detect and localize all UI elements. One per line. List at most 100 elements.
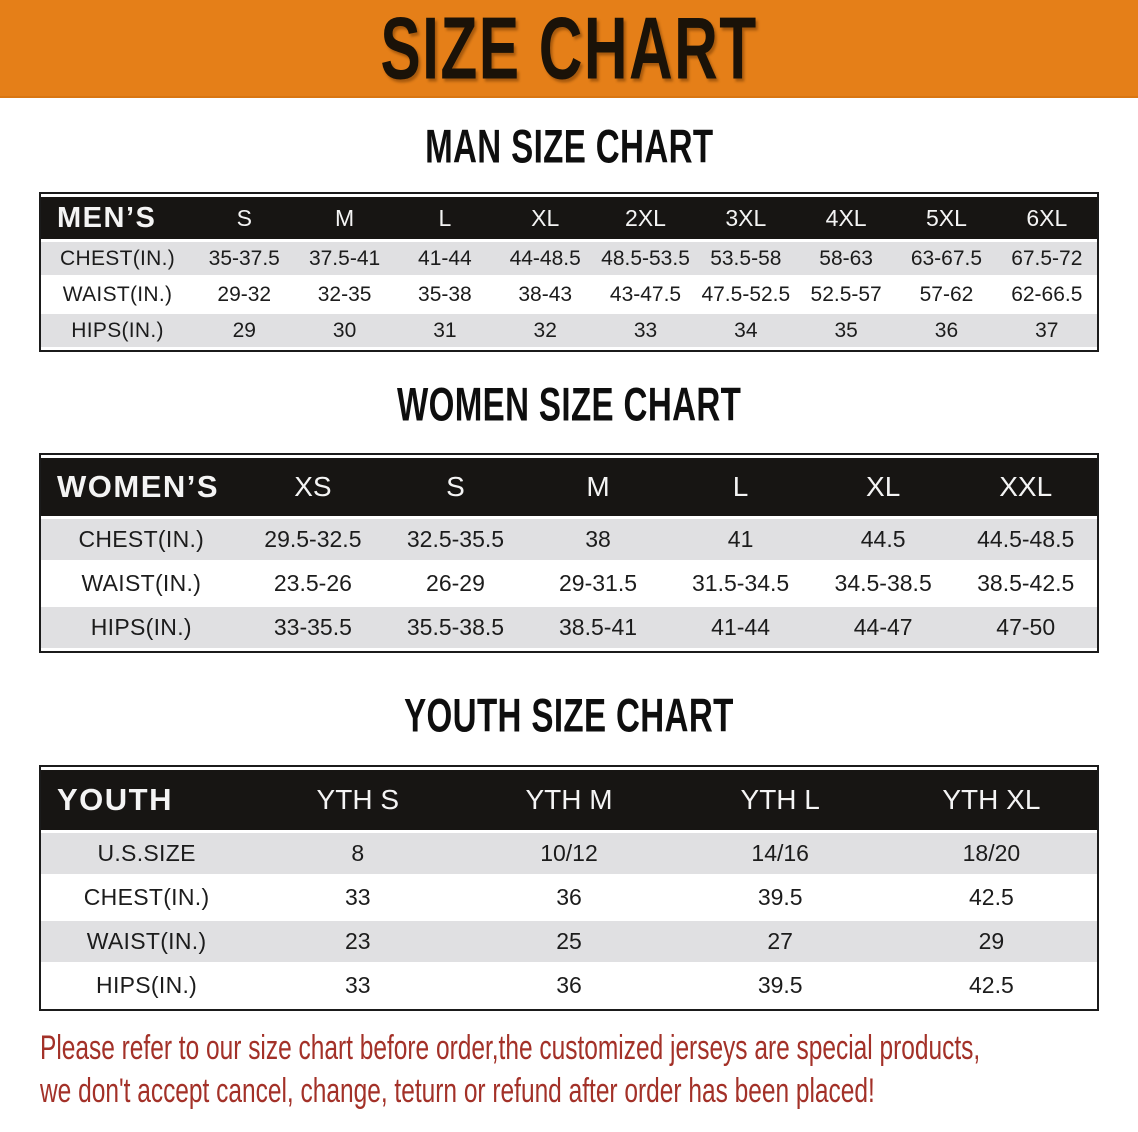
size-value: 33-35.5 <box>241 606 385 648</box>
size-column-header: YTH M <box>463 769 675 830</box>
size-value: 57-62 <box>896 278 997 312</box>
size-column-header: S <box>384 457 527 516</box>
size-column-header: YTH L <box>674 769 886 830</box>
size-value: 52.5-57 <box>795 278 897 312</box>
size-value: 35-37.5 <box>194 242 295 276</box>
size-column-header: 5XL <box>896 197 997 240</box>
measurement-row: CHEST(IN.) 35-37.5 37.5-41 41-44 44-48.5 48.5… <box>41 242 1097 276</box>
size-value: 41 <box>669 518 812 560</box>
measurement-row: U.S.SIZE 8 10/12 14/16 18/20 <box>41 832 1097 874</box>
size-value: 42.5 <box>885 876 1097 918</box>
table-header-row: WOMEN’S XS S M L XL XXL <box>41 457 1097 516</box>
size-value: 32 <box>495 314 596 348</box>
size-column-header: XS <box>241 457 385 516</box>
size-value: 43-47.5 <box>595 278 696 312</box>
size-value: 34 <box>695 314 796 348</box>
size-value: 35-38 <box>394 278 496 312</box>
disclaimer-line-2: we don't accept cancel, change, teturn o… <box>40 1072 875 1111</box>
size-column-header: L <box>394 197 496 240</box>
size-value: 47-50 <box>954 606 1097 648</box>
size-value: 29 <box>885 920 1097 962</box>
table-header-row: MEN’S S M L XL 2XL 3XL 4XL 5XL 6XL <box>41 197 1097 240</box>
size-value: 39.5 <box>674 876 886 918</box>
size-value: 35 <box>795 314 897 348</box>
youth-size-table-wrapper: YOUTH YTH S YTH M YTH L YTH XL U.S.SIZE 8 10/12… <box>39 764 1099 1011</box>
size-value: 36 <box>896 314 997 348</box>
men-size-table-wrapper: MEN’S S M L XL 2XL 3XL 4XL 5XL 6XL CHEST(IN.) 35-37… <box>39 192 1099 353</box>
size-value: 62-66.5 <box>996 278 1097 312</box>
youth-size-table: YOUTH YTH S YTH M YTH L YTH XL U.S.SIZE 8 10/12… <box>41 767 1097 1009</box>
section-women-size-chart: WOMEN SIZE CHART WOMEN’S XS S M L XL XXL CHEST(… <box>0 377 1138 653</box>
table-corner-label: MEN’S <box>41 197 195 240</box>
size-value: 31.5-34.5 <box>669 562 812 604</box>
disclaimer-line-1: Please refer to our size chart before or… <box>40 1028 981 1067</box>
measurement-label: HIPS(IN.) <box>41 314 195 348</box>
size-value: 29-31.5 <box>526 562 670 604</box>
banner-title: SIZE CHART <box>380 0 758 98</box>
size-value: 63-67.5 <box>896 242 997 276</box>
size-value: 10/12 <box>463 832 675 874</box>
size-column-header: XL <box>495 197 596 240</box>
size-value: 44.5-48.5 <box>954 518 1097 560</box>
women-size-table: WOMEN’S XS S M L XL XXL CHEST(IN.) 29.5-32.5 32.5… <box>41 455 1097 651</box>
size-value: 41-44 <box>394 242 496 276</box>
measurement-label: WAIST(IN.) <box>41 278 195 312</box>
youth-section-heading-text: YOUTH SIZE CHART <box>404 688 734 742</box>
men-section-heading: MAN SIZE CHART <box>0 119 1138 173</box>
measurement-label: U.S.SIZE <box>41 832 253 874</box>
size-value: 38-43 <box>495 278 596 312</box>
size-column-header: M <box>294 197 395 240</box>
measurement-label: CHEST(IN.) <box>41 876 253 918</box>
table-corner-label: WOMEN’S <box>41 457 242 516</box>
size-value: 33 <box>252 876 464 918</box>
measurement-label: HIPS(IN.) <box>41 606 242 648</box>
women-size-table-wrapper: WOMEN’S XS S M L XL XXL CHEST(IN.) 29.5-32.5 32.5… <box>39 452 1099 653</box>
size-column-header: L <box>669 457 812 516</box>
size-value: 29 <box>194 314 295 348</box>
size-value: 35.5-38.5 <box>384 606 527 648</box>
size-column-header: S <box>194 197 295 240</box>
size-value: 53.5-58 <box>695 242 796 276</box>
men-section-heading-text: MAN SIZE CHART <box>424 119 714 173</box>
size-value: 67.5-72 <box>996 242 1097 276</box>
size-value: 14/16 <box>674 832 886 874</box>
size-column-header: 3XL <box>695 197 796 240</box>
measurement-row: CHEST(IN.) 33 36 39.5 42.5 <box>41 876 1097 918</box>
banner: SIZE CHART <box>0 0 1138 98</box>
size-value: 41-44 <box>669 606 812 648</box>
size-value: 25 <box>463 920 675 962</box>
size-value: 8 <box>252 832 464 874</box>
size-value: 23 <box>252 920 464 962</box>
measurement-row: WAIST(IN.) 23 25 27 29 <box>41 920 1097 962</box>
size-value: 37 <box>996 314 1097 348</box>
size-value: 29-32 <box>194 278 295 312</box>
size-value: 32-35 <box>294 278 395 312</box>
measurement-row: WAIST(IN.) 29-32 32-35 35-38 38-43 43-47.5 47.… <box>41 278 1097 312</box>
size-value: 33 <box>252 964 464 1006</box>
measurement-row: HIPS(IN.) 33 36 39.5 42.5 <box>41 964 1097 1006</box>
measurement-label: CHEST(IN.) <box>41 518 242 560</box>
measurement-label: CHEST(IN.) <box>41 242 195 276</box>
size-value: 58-63 <box>795 242 897 276</box>
size-value: 38.5-42.5 <box>954 562 1097 604</box>
women-section-heading-text: WOMEN SIZE CHART <box>396 377 742 431</box>
youth-section-heading: YOUTH SIZE CHART <box>0 688 1138 742</box>
size-column-header: XXL <box>954 457 1097 516</box>
size-value: 48.5-53.5 <box>595 242 696 276</box>
measurement-row: HIPS(IN.) 33-35.5 35.5-38.5 38.5-41 41-44 44-… <box>41 606 1097 648</box>
size-value: 47.5-52.5 <box>695 278 796 312</box>
size-value: 18/20 <box>885 832 1097 874</box>
disclaimer: Please refer to our size chart before or… <box>40 1027 1138 1114</box>
size-column-header: 4XL <box>795 197 897 240</box>
size-value: 26-29 <box>384 562 527 604</box>
size-column-header: YTH XL <box>885 769 1097 830</box>
size-value: 33 <box>595 314 696 348</box>
size-value: 29.5-32.5 <box>241 518 385 560</box>
size-value: 36 <box>463 876 675 918</box>
size-value: 42.5 <box>885 964 1097 1006</box>
section-youth-size-chart: YOUTH SIZE CHART YOUTH YTH S YTH M YTH L YTH… <box>0 688 1138 1011</box>
measurement-label: WAIST(IN.) <box>41 562 242 604</box>
size-value: 37.5-41 <box>294 242 395 276</box>
section-men-size-chart: MAN SIZE CHART MEN’S S M L XL 2XL 3XL 4XL 5XL 6XL… <box>0 119 1138 353</box>
